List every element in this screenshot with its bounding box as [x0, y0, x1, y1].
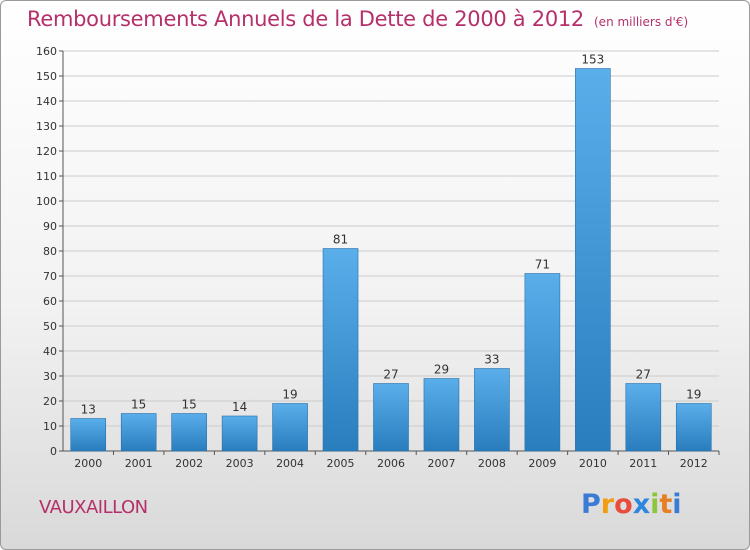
x-tick-label: 2010 [579, 457, 607, 470]
x-tick-label: 2001 [125, 457, 153, 470]
y-tick-label: 60 [43, 295, 57, 308]
y-tick-label: 80 [43, 245, 57, 258]
data-label: 19 [282, 388, 297, 402]
x-tick-label: 2011 [629, 457, 657, 470]
data-label: 15 [131, 398, 146, 412]
bar-2002 [171, 413, 207, 452]
logo-letter: x [632, 489, 651, 520]
bar-2006 [373, 383, 409, 452]
x-tick-label: 2008 [478, 457, 506, 470]
data-label: 19 [686, 388, 701, 402]
labels: 0 10 20 30 40 50 60 70 80 90 100 110 120 130 140 150 160… [36, 45, 708, 470]
bar-2008 [474, 368, 510, 452]
chart-title-text: Remboursements Annuels de la Dette de 20… [27, 7, 584, 31]
data-label: 27 [383, 368, 398, 382]
data-label: 71 [535, 258, 550, 272]
data-label: 81 [333, 233, 348, 247]
y-tick-label: 160 [36, 45, 57, 58]
y-tick-label: 100 [36, 195, 57, 208]
bar-2005 [322, 248, 359, 452]
bar-2000 [70, 418, 107, 452]
proxiti-logo: Proxiti [581, 489, 682, 520]
data-label: 33 [484, 353, 499, 367]
bar-2012 [675, 403, 712, 452]
data-label: 14 [232, 400, 247, 414]
y-tick-label: 20 [43, 395, 57, 408]
bar-2001 [120, 413, 157, 452]
bar-2007 [423, 378, 460, 452]
bar-2009 [524, 273, 561, 452]
y-tick-label: 150 [36, 70, 57, 83]
bar-2003 [221, 415, 258, 452]
x-tick-label: 2005 [327, 457, 355, 470]
y-tick-label: 110 [36, 170, 57, 183]
x-tick-label: 2012 [680, 457, 708, 470]
y-tick-label: 70 [43, 270, 57, 283]
logo-letter: i [672, 489, 682, 520]
logo-letter: t [659, 489, 673, 520]
bar-2010 [575, 68, 611, 452]
commune-name: VAUXAILLON [39, 497, 148, 518]
y-tick-label: 30 [43, 370, 57, 383]
x-tick-label: 2006 [377, 457, 405, 470]
x-tick-label: 2003 [226, 457, 254, 470]
bars [70, 68, 712, 452]
x-tick-label: 2002 [175, 457, 203, 470]
bar-2004 [272, 403, 308, 452]
data-label: 29 [434, 363, 449, 377]
x-tick-label: 2009 [528, 457, 556, 470]
data-label: 153 [581, 53, 604, 67]
logo-letter: i [650, 489, 660, 520]
chart-unit: (en milliers d'€) [594, 15, 689, 29]
logo-letter: P [581, 489, 601, 520]
x-tick-label: 2007 [427, 457, 455, 470]
bar-2011 [625, 383, 662, 452]
y-tick-label: 40 [43, 345, 57, 358]
logo-letter: r [600, 489, 615, 520]
y-tick-label: 0 [50, 445, 57, 458]
x-tick-label: 2000 [74, 457, 102, 470]
data-label: 13 [81, 403, 96, 417]
y-tick-label: 140 [36, 95, 57, 108]
y-tick-label: 90 [43, 220, 57, 233]
y-tick-label: 130 [36, 120, 57, 133]
data-label: 15 [182, 398, 197, 412]
y-tick-label: 10 [43, 420, 57, 433]
chart-title: Remboursements Annuels de la Dette de 20… [27, 7, 688, 31]
x-tick-label: 2004 [276, 457, 304, 470]
y-tick-label: 50 [43, 320, 57, 333]
logo-letter: o [614, 489, 633, 520]
data-label: 27 [636, 368, 651, 382]
y-tick-label: 120 [36, 145, 57, 158]
